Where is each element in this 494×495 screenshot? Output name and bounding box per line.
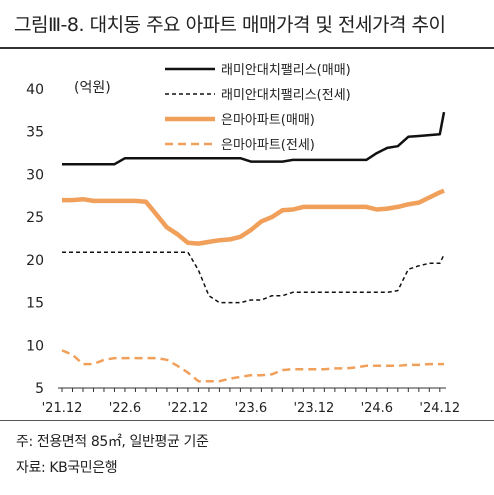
x-tick-label: '21.12	[42, 401, 83, 416]
x-tick-label: '22.12	[168, 401, 209, 416]
x-tick-label: '24.12	[419, 401, 460, 416]
x-tick-label: '24.6	[361, 401, 394, 416]
legend: 래미안대치팰리스(매매) 래미안대치팰리스(전세) 은마아파트(매매) 은마아파트(전…	[165, 63, 351, 153]
figure-title: 그림Ⅲ-8. 대치동 주요 아파트 매매가격 및 전세가격 추이	[14, 14, 446, 36]
y-tick-label: 20	[26, 253, 44, 269]
y-tick-label: 30	[26, 167, 44, 183]
series-line-2	[62, 251, 445, 304]
series-line-3	[62, 188, 445, 246]
y-axis: 5 10 15 20 25 30 35 40	[26, 82, 44, 397]
y-tick-label: 25	[26, 210, 44, 226]
x-tick-label: '23.6	[235, 401, 268, 416]
y-tick-label: 35	[26, 125, 44, 141]
legend-label: 래미안대치팰리스(전세)	[221, 88, 351, 103]
y-axis-unit-label: (억원)	[74, 80, 111, 96]
y-tick-label: 10	[26, 338, 44, 354]
x-tick-label: '23.12	[293, 401, 334, 416]
legend-label: 은마아파트(전세)	[221, 138, 315, 153]
series-lines	[61, 111, 446, 383]
y-tick-label: 5	[35, 381, 44, 397]
y-tick-label: 15	[26, 296, 44, 312]
footnote: 주: 전용면적 85㎡, 일반평균 기준	[16, 434, 209, 450]
series-line-1	[62, 111, 446, 166]
y-tick-label: 40	[26, 82, 44, 98]
title-divider	[0, 47, 494, 49]
series-line-4	[61, 349, 444, 383]
footer-divider	[0, 420, 494, 421]
x-axis: '21.12 '22.6 '22.12 '23.6 '23.12 '24.6 '24.12	[42, 387, 460, 416]
source-note: 자료: KB국민은행	[16, 460, 118, 476]
legend-label: 래미안대치팰리스(매매)	[221, 63, 351, 78]
legend-label: 은마아파트(매매)	[221, 113, 315, 128]
x-tick-label: '22.6	[109, 401, 142, 416]
